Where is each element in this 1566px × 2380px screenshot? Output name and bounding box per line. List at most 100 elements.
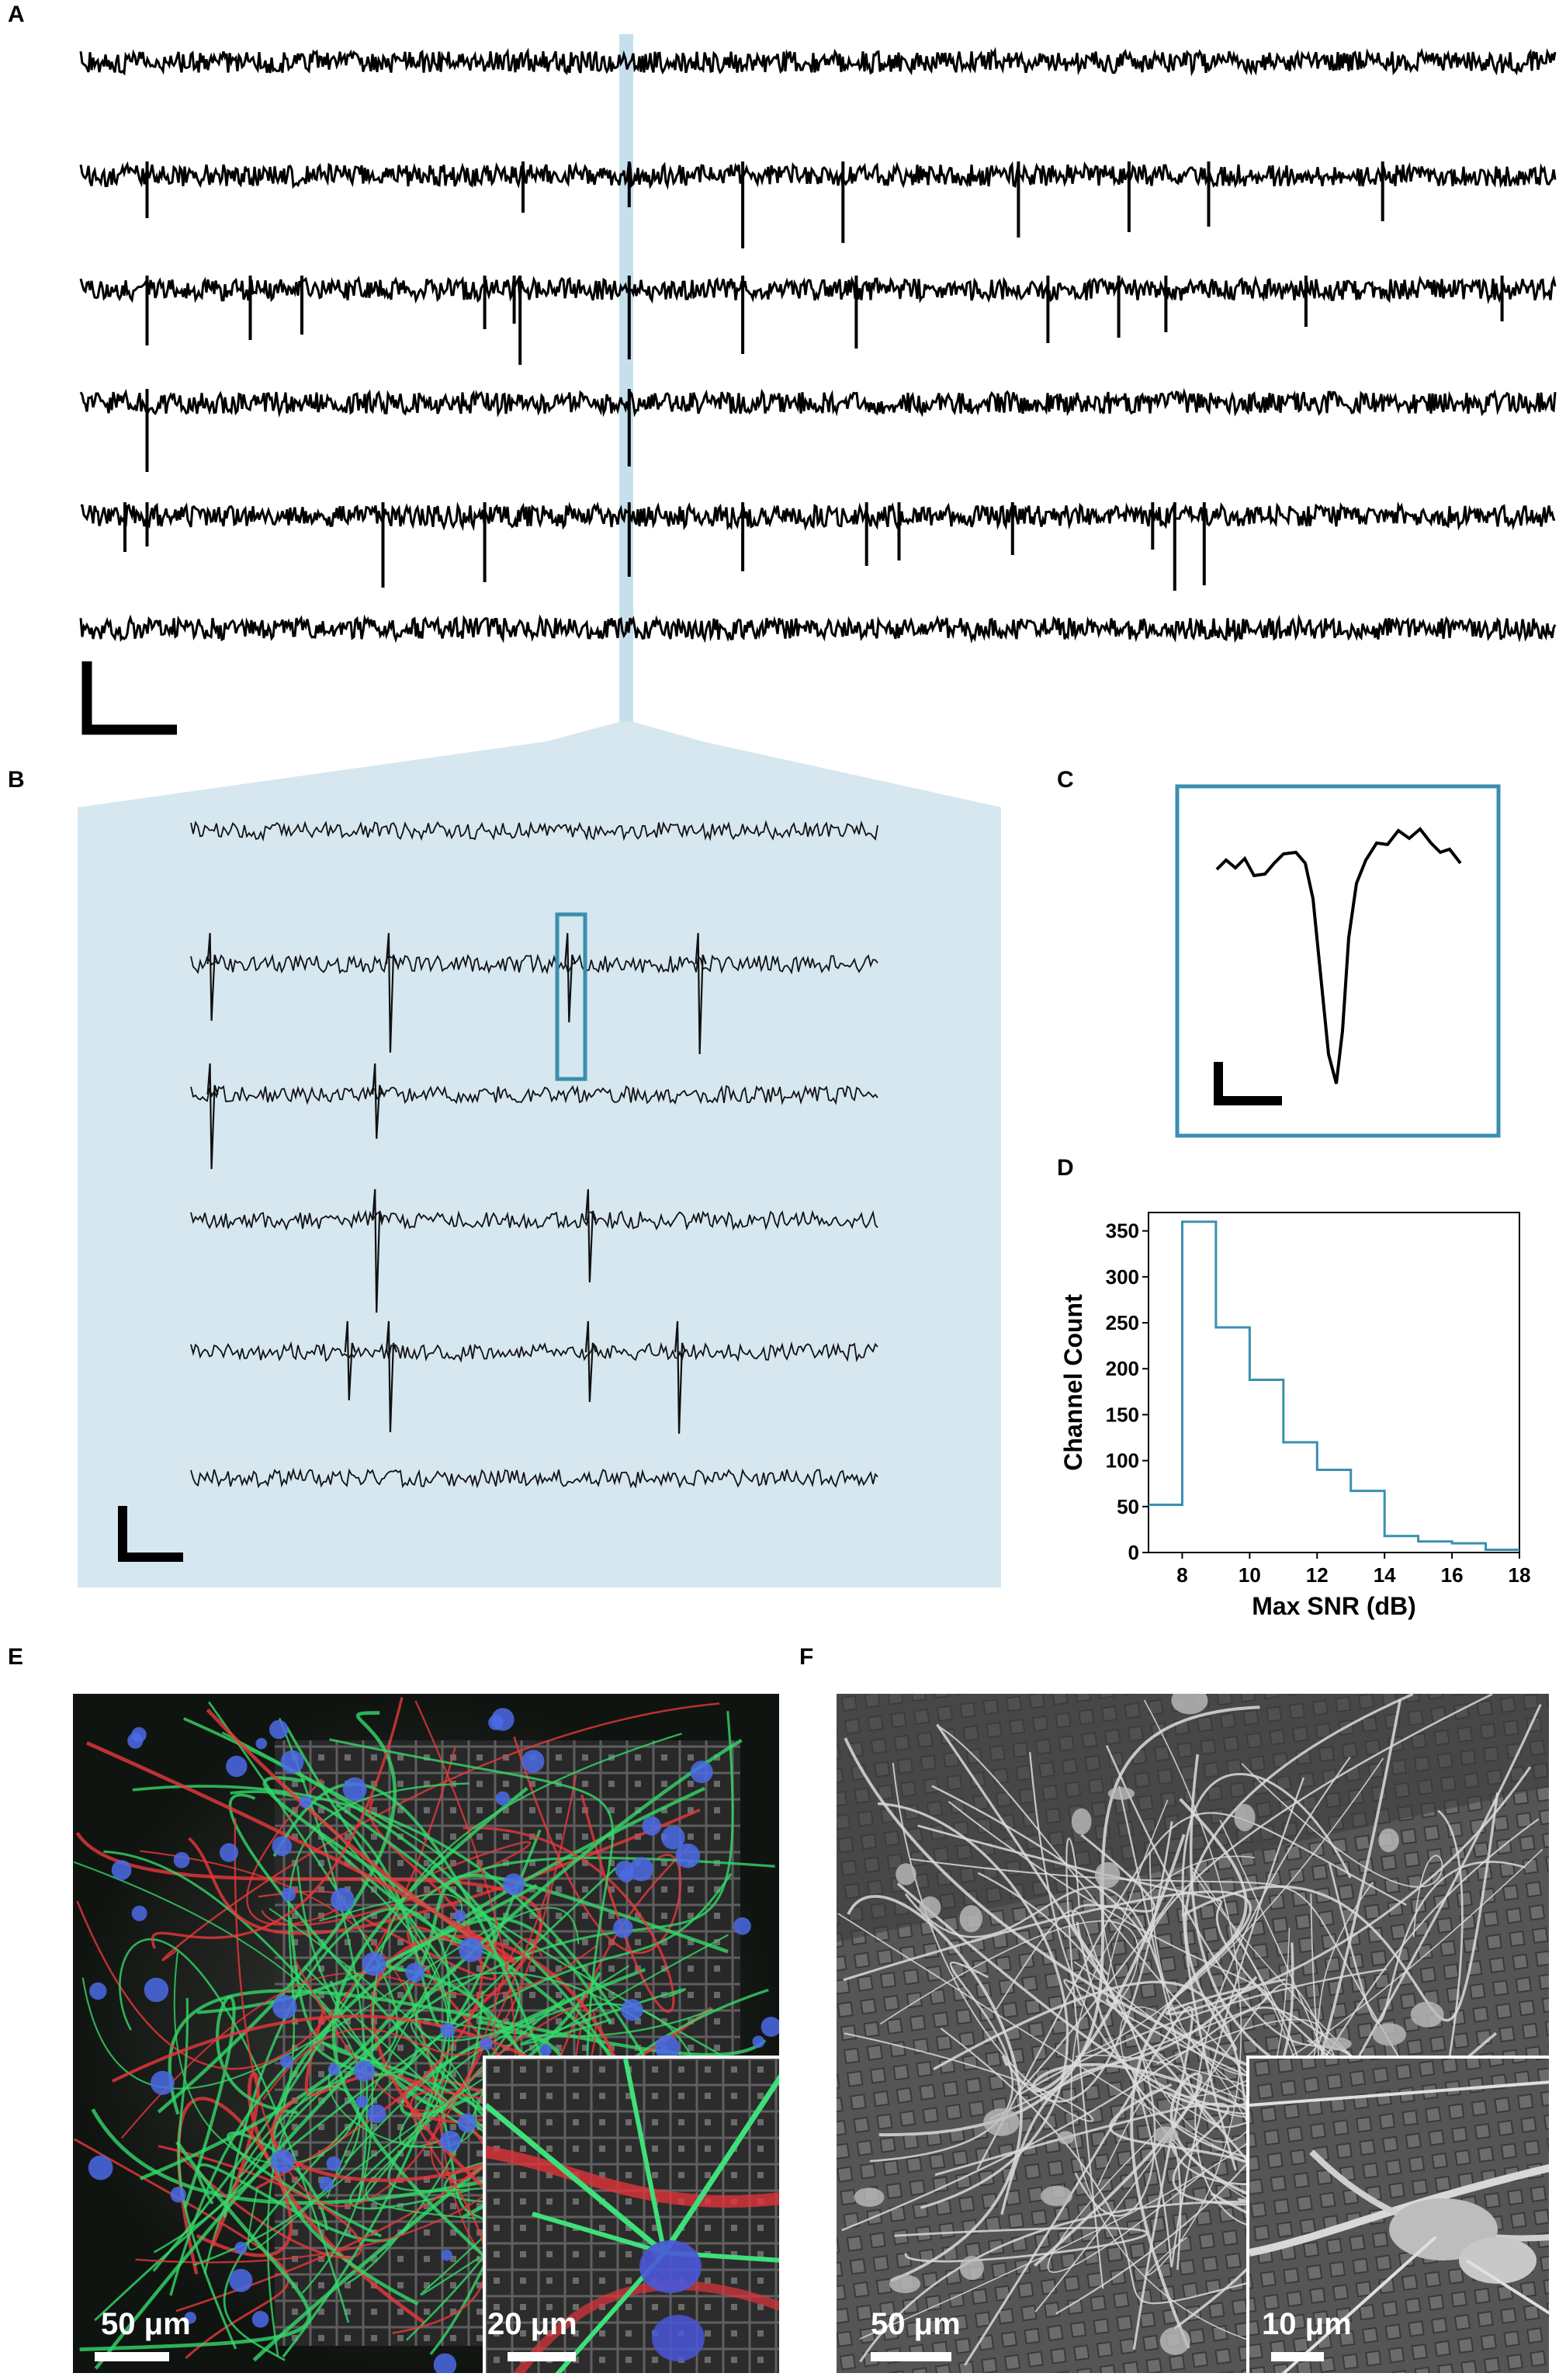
- histogram-bin: [1384, 1536, 1418, 1553]
- nucleus: [439, 2130, 462, 2152]
- cell-body: [959, 1905, 983, 1933]
- histogram-bin: [1351, 1491, 1384, 1553]
- nucleus: [226, 1755, 248, 1778]
- panel-label-d: D: [1057, 1155, 1074, 1181]
- neurite: [878, 1802, 1069, 2209]
- neurite: [188, 1808, 701, 1935]
- neurite: [283, 1784, 476, 2219]
- neurite: [1130, 1798, 1248, 2349]
- nucleus: [326, 2156, 341, 2171]
- neurite: [904, 1886, 1165, 1986]
- y-tick-label: 0: [1128, 1541, 1139, 1564]
- y-axis-label: Channel Count: [1059, 1294, 1087, 1471]
- trace-b-3: [190, 1084, 878, 1105]
- y-tick-label: 50: [1117, 1495, 1139, 1518]
- trace-a-6: [79, 613, 1557, 644]
- neurite: [223, 1907, 451, 2358]
- nucleus: [503, 1873, 525, 1896]
- neurite: [1131, 1777, 1304, 2267]
- y-tick-label: 350: [1106, 1219, 1139, 1243]
- neurite: [976, 1812, 1407, 2170]
- panel-label-b: B: [8, 767, 25, 793]
- nucleus: [441, 2249, 452, 2261]
- neurite: [262, 1775, 577, 2101]
- neurite: [121, 1945, 598, 2139]
- x-tick-label: 12: [1306, 1563, 1329, 1587]
- cell-body: [959, 2256, 984, 2281]
- y-tick-label: 100: [1106, 1449, 1139, 1473]
- nucleus: [642, 1816, 661, 1836]
- neurite: [1181, 1792, 1499, 2022]
- trace-a-4: [79, 387, 1557, 418]
- nucleus: [299, 1795, 312, 1809]
- neurite: [869, 1961, 1014, 2163]
- nucleus: [270, 2149, 295, 2174]
- spike-b: [564, 932, 577, 1023]
- spike-b: [385, 1320, 397, 1433]
- trace-b-4: [190, 1209, 878, 1231]
- trace-a-3: [79, 275, 1557, 304]
- histogram-bin: [1149, 1504, 1182, 1553]
- nucleus: [234, 2241, 248, 2254]
- panel-label-f: F: [799, 1644, 814, 1670]
- nucleus: [144, 1977, 169, 2003]
- neurite: [847, 1895, 1023, 2283]
- neurite: [1328, 1861, 1526, 2024]
- panel-c-spike: [1175, 784, 1501, 1138]
- scale-label-f-inset: 10 μm: [1262, 2307, 1352, 2341]
- nucleus: [752, 2035, 765, 2049]
- trace-b-6: [190, 1467, 878, 1489]
- trace-a-5: [80, 501, 1556, 532]
- nucleus: [131, 1726, 147, 1743]
- neurite: [76, 1747, 456, 2070]
- nucleus: [661, 1826, 685, 1850]
- scale-bar-e-inset: [508, 2352, 576, 2361]
- scale-label-e-inset: 20 μm: [487, 2307, 577, 2341]
- traces-a-group: [79, 47, 1557, 644]
- nucleus: [131, 1905, 147, 1921]
- nucleus: [327, 2063, 341, 2076]
- nucleus: [342, 1777, 367, 1802]
- x-tick-label: 18: [1509, 1563, 1531, 1587]
- nucleus: [279, 2054, 294, 2069]
- spike-b: [344, 1320, 356, 1401]
- scale-label-f: 50 μm: [871, 2307, 961, 2341]
- spike-box-b: [555, 912, 587, 1081]
- spike-b: [385, 932, 397, 1053]
- inset-e: [483, 2056, 779, 2373]
- neurite: [234, 1818, 551, 2208]
- neurite: [1097, 1848, 1543, 2187]
- plot-frame: [1148, 1212, 1520, 1553]
- cell-body: [1171, 1694, 1208, 1715]
- nucleus: [219, 1843, 239, 1862]
- nucleus: [229, 2268, 253, 2292]
- nucleus: [353, 2060, 376, 2082]
- y-tick-label: 300: [1106, 1265, 1139, 1289]
- nucleus: [459, 1938, 483, 1962]
- neurite: [879, 1799, 1169, 2025]
- histogram-bin: [1284, 1442, 1317, 1553]
- cell-body: [896, 1863, 916, 1886]
- neurite: [1031, 1834, 1392, 2197]
- neurite: [940, 2028, 1304, 2305]
- spike-waveform: [1215, 827, 1462, 1084]
- neurite: [414, 1965, 640, 2042]
- x-axis-label: Max SNR (dB): [1252, 1592, 1416, 1620]
- nucleus: [675, 1843, 701, 1868]
- nucleus: [629, 1857, 653, 1882]
- cell-body: [1071, 1808, 1092, 1835]
- scale-bar-f: [871, 2352, 951, 2361]
- scale-bar-f-inset: [1271, 2352, 1324, 2361]
- nucleus: [251, 2310, 269, 2328]
- cell-body: [983, 2108, 1020, 2136]
- nucleus: [88, 2155, 113, 2181]
- neurite: [94, 1872, 733, 2322]
- cell-body: [1094, 1861, 1121, 1889]
- histogram-bin: [1419, 1542, 1452, 1553]
- neurite: [878, 1705, 1260, 2137]
- histogram-bin: [1452, 1543, 1485, 1553]
- neurite: [237, 1711, 734, 2179]
- nucleus: [111, 1860, 132, 1880]
- cell-body: [1378, 1828, 1399, 1852]
- cell-body: [854, 2187, 885, 2207]
